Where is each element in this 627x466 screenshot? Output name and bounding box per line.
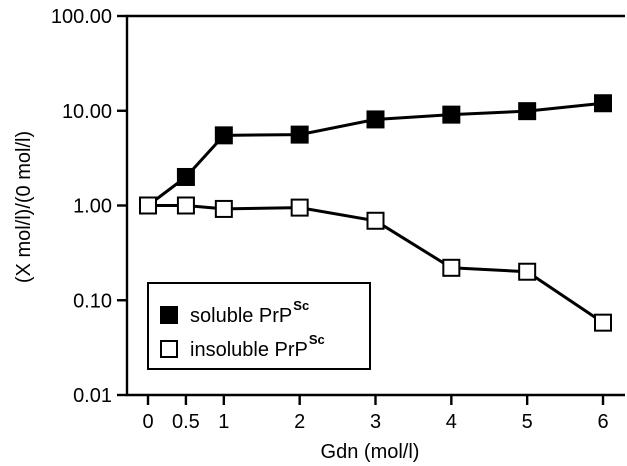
legend-marker-1 (160, 306, 178, 324)
insoluble-data-point (366, 211, 385, 230)
soluble-data-point (442, 105, 461, 124)
insoluble-data-point (176, 196, 195, 215)
axes: 0.01 0.10 1.00 10.00 100.00 0 0.5 1 2 3 4 5 6 (51, 6, 625, 433)
x-tick-label: 3 (370, 411, 381, 433)
y-tick-label: 10.00 (62, 101, 112, 123)
y-tick-label: 1.00 (73, 196, 112, 218)
legend-marker-2 (160, 340, 178, 358)
insoluble-data-point (518, 262, 537, 281)
x-tick-label: 6 (597, 411, 608, 433)
x-tick-label: 5 (522, 411, 533, 433)
legend-label-2: insoluble PrP (190, 339, 308, 361)
soluble-data-point (290, 125, 309, 144)
x-tick-label: 0 (142, 411, 153, 433)
y-axis-label: (X mol/l)/(0 mol/l) (13, 131, 35, 283)
x-tick-label: 2 (294, 411, 305, 433)
insoluble-data-point (214, 199, 233, 218)
legend-label-superscript-1: Sc (293, 298, 309, 313)
insoluble-data-point (290, 198, 309, 217)
legend-box (147, 282, 371, 370)
x-tick-label: 4 (446, 411, 457, 433)
soluble-data-point (366, 110, 385, 129)
soluble-data-point (518, 102, 537, 121)
insoluble-data-point (442, 258, 461, 277)
soluble-data-point (214, 126, 233, 145)
y-tick-label: 0.10 (73, 290, 112, 312)
soluble-data-point (176, 167, 195, 186)
soluble-data-point (594, 94, 612, 113)
y-tick-label: 100.00 (51, 6, 112, 28)
legend-label-superscript-2: Sc (309, 332, 325, 347)
legend-label-1: soluble PrP (190, 305, 292, 327)
x-tick-label: 0.5 (172, 411, 200, 433)
insoluble-data-point (139, 196, 157, 215)
insoluble-data-point (594, 313, 612, 332)
x-tick-label: 1 (218, 411, 229, 433)
y-tick-label: 0.01 (73, 385, 112, 407)
x-axis-label: Gdn (mol/l) (321, 441, 420, 463)
plot-area (139, 94, 612, 332)
